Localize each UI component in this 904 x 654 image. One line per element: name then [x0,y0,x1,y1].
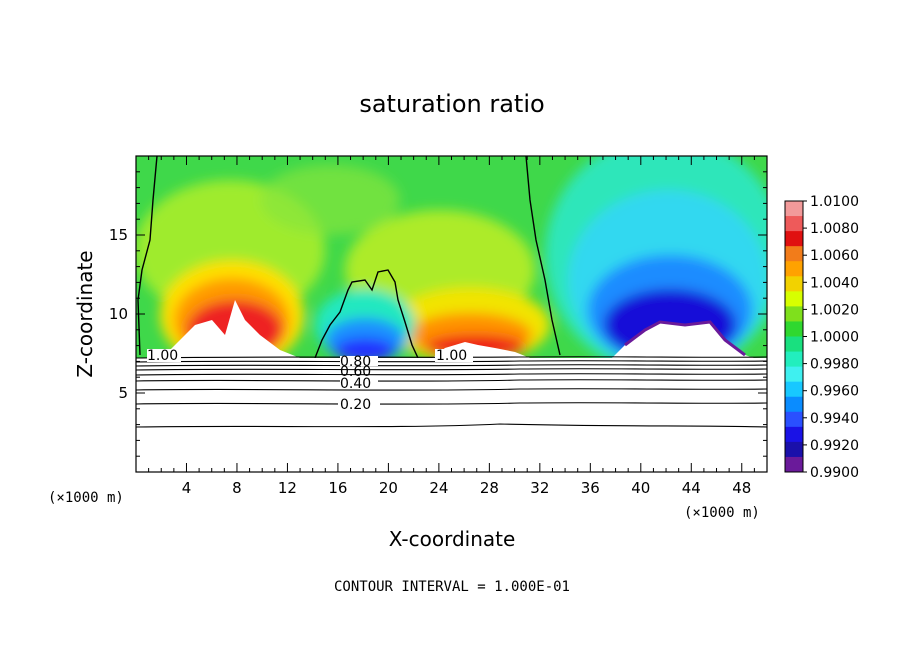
x-axis-label: X-coordinate [389,527,516,551]
colorbar-swatch [785,426,803,443]
x-tick-label: 44 [682,479,701,497]
colorbar-swatch [785,246,803,262]
x-tick-label: 40 [631,479,650,497]
colorbar-label: 0.9980 [810,357,859,373]
colorbar-swatch [785,321,803,337]
x-tick-label: 20 [379,479,398,497]
x-tick-label: 16 [328,479,347,497]
colorbar-label: 1.0040 [810,275,859,291]
contour-label: 1.00 [436,348,467,364]
y-tick-label: 5 [118,384,128,402]
chart-title: saturation ratio [359,90,544,118]
contour-label: 0.60 [340,364,371,380]
colorbar-swatch [785,291,803,307]
colorbar-swatch [785,411,803,428]
x-tick-label: 48 [732,479,751,497]
y-axis-label: Z-coordinate [73,250,97,377]
colorbar-swatch [785,261,803,277]
contour-label: 0.40 [340,376,371,392]
colorbar-swatch [785,276,803,292]
colorbar-label: 0.9940 [810,411,859,427]
colorbar-label: 1.0000 [810,330,859,346]
contour-interval-note: CONTOUR INTERVAL = 1.000E-01 [334,579,570,595]
x-tick-label: 8 [232,479,242,497]
colorbar-swatch [785,441,803,458]
y-tick-label: 10 [109,305,128,323]
x-unit-right: (×1000 m) [684,505,760,521]
contour-label: 1.00 [147,348,178,364]
x-tick-label: 4 [182,479,192,497]
colorbar-label: 1.0060 [810,248,859,264]
colorbar-swatch [785,396,803,413]
x-tick-label: 28 [480,479,499,497]
colorbar-swatch [785,456,803,473]
colorbar-swatch [785,366,803,383]
contour-label: 0.20 [340,397,371,413]
y-tick-label: 15 [109,226,128,244]
colorbar: 1.0100 1.0080 1.0060 1.0040 1.0020 1.0000 0.99… [784,194,859,481]
x-unit-left: (×1000 m) [48,490,124,506]
x-tick-label: 32 [530,479,549,497]
colorbar-swatch [785,351,803,368]
colorbar-swatch [785,216,803,232]
colorbar-swatch [785,381,803,398]
colorbar-swatch [785,231,803,247]
colorbar-label: 0.9920 [810,438,859,454]
colorbar-label: 1.0080 [810,221,859,237]
colorbar-label: 0.9960 [810,384,859,400]
x-tick-label: 12 [278,479,297,497]
colorbar-label: 1.0020 [810,302,859,318]
colorbar-label: 1.0100 [810,194,859,210]
saturation-field: 1.00 0.80 0.60 0.40 0.20 1.00 [136,156,767,472]
colorbar-swatch [785,336,803,353]
x-tick-label: 36 [581,479,600,497]
colorbar-swatch [785,306,803,322]
colorbar-swatch [785,201,803,217]
x-tick-label: 24 [429,479,448,497]
contour-label: 0.80 [340,354,371,370]
colorbar-label: 0.9900 [810,465,859,481]
